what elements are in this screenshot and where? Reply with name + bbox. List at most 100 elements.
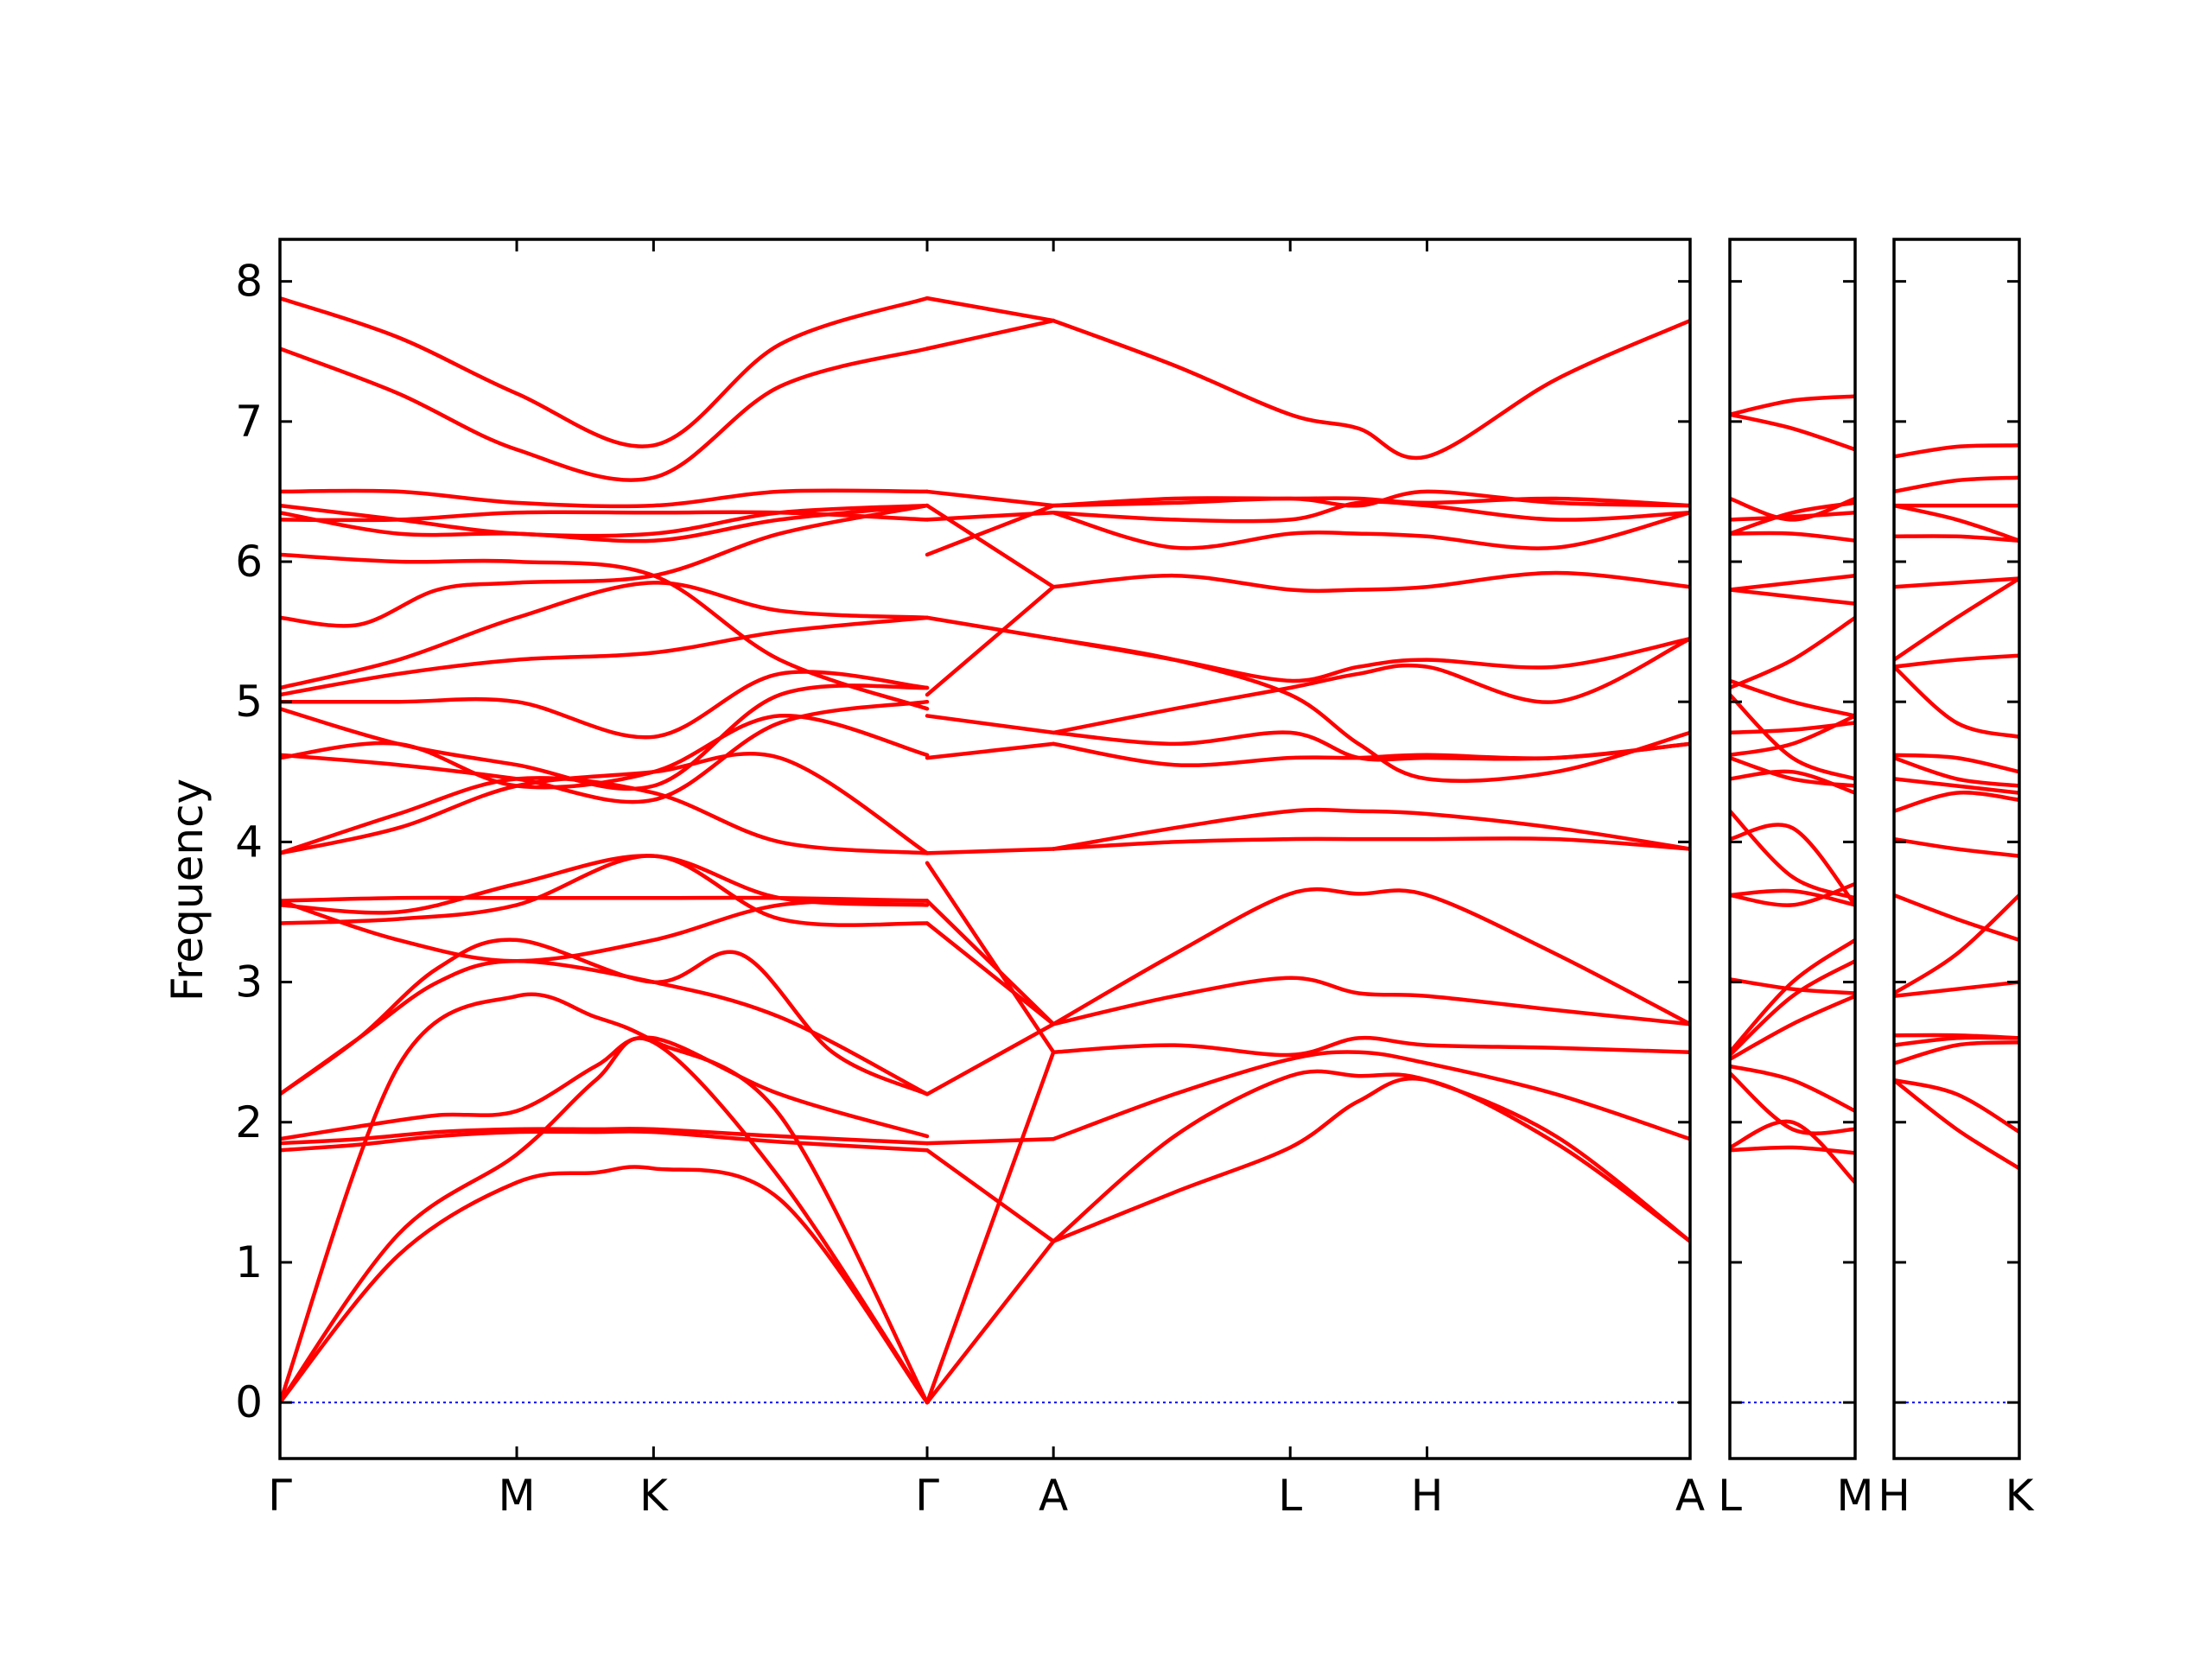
band-line — [1730, 394, 1855, 416]
band-line — [1730, 588, 1855, 606]
y-tick-label: 6 — [235, 537, 263, 587]
y-tick-label: 2 — [235, 1097, 263, 1147]
band-line — [1730, 531, 1855, 543]
band-line — [1051, 887, 1690, 1027]
plot-frame — [1728, 238, 1857, 1460]
x-tick-label: K — [2005, 1471, 2035, 1521]
x-tick-label: L — [1278, 1471, 1302, 1521]
band-line — [925, 503, 1056, 589]
band-line — [1730, 958, 1855, 1058]
band-line — [280, 1036, 930, 1405]
band-line — [1730, 678, 1855, 718]
band-line — [925, 615, 1056, 641]
band-line — [1730, 977, 1855, 995]
band-line — [1051, 1077, 1690, 1243]
band-line — [1051, 1050, 1690, 1141]
band-line — [925, 584, 1056, 697]
band-line — [1894, 791, 2019, 813]
band-line — [280, 992, 930, 1405]
bands — [1894, 443, 2019, 1171]
band-line — [1051, 636, 1690, 683]
band-line — [1894, 755, 2019, 788]
bands — [280, 296, 1690, 1405]
band-line — [1051, 1035, 1690, 1058]
band-line — [1051, 511, 1690, 550]
band-line — [1730, 496, 1855, 522]
band-line — [1730, 888, 1855, 907]
band-line — [280, 1127, 930, 1146]
band-line — [1730, 938, 1855, 1054]
band-line — [1894, 534, 2019, 543]
band-line — [1894, 664, 2019, 740]
band-line — [925, 1239, 1056, 1405]
band-line — [1730, 1071, 1855, 1135]
band-line — [280, 938, 930, 1096]
band-line — [1894, 653, 2019, 669]
band-line — [280, 854, 930, 915]
band-line — [280, 503, 930, 628]
x-tick-label: L — [1718, 1471, 1742, 1521]
band-line — [1730, 573, 1855, 592]
bands — [1730, 394, 1855, 1185]
x-tick-label: A — [1675, 1471, 1705, 1521]
band-line — [925, 714, 1056, 735]
band-line — [1894, 980, 2019, 999]
band-line — [280, 1129, 930, 1153]
band-line — [1730, 769, 1855, 795]
x-tick-label: H — [1411, 1471, 1444, 1521]
band-line — [280, 776, 930, 855]
band-line — [280, 895, 930, 903]
x-tick-label: A — [1039, 1471, 1068, 1521]
band-line — [1730, 615, 1855, 690]
y-tick-label: 7 — [235, 397, 263, 447]
band-line — [280, 1165, 930, 1405]
band-line — [280, 751, 930, 855]
band-line — [1730, 994, 1855, 1062]
band-line — [925, 1021, 1056, 1096]
band-line — [1894, 1077, 2019, 1135]
y-tick-label: 5 — [235, 677, 263, 727]
band-line — [1894, 893, 2019, 943]
band-line — [925, 861, 1056, 1054]
x-tick-label: M — [1836, 1471, 1873, 1521]
x-tick-label: H — [1878, 1471, 1910, 1521]
band-line — [925, 1136, 1056, 1146]
band-line — [1730, 823, 1855, 907]
band-line — [925, 1147, 1056, 1243]
x-tick-label: Γ — [268, 1471, 292, 1521]
band-line — [1894, 893, 2019, 995]
band-line — [1051, 570, 1690, 594]
band-line — [1894, 753, 2019, 774]
band-line — [280, 503, 930, 543]
band-line — [1894, 475, 2019, 494]
band-line — [1051, 499, 1690, 524]
band-line — [1730, 881, 1855, 907]
band-line — [1894, 777, 2019, 795]
band-line — [1051, 318, 1690, 461]
panel-main: 0 1 2 3 4 5 6 7 8 Γ M K Γ A L H A — [235, 238, 1705, 1521]
band-line — [1730, 1145, 1855, 1155]
band-line — [925, 921, 1056, 1027]
band-line — [280, 488, 930, 509]
band-line — [1894, 576, 2019, 589]
band-line — [1730, 714, 1855, 758]
band-line — [925, 847, 1056, 855]
band-line — [925, 1050, 1056, 1405]
band-line — [1051, 976, 1690, 1027]
band-line — [925, 489, 1056, 508]
band-line — [1894, 503, 2019, 543]
y-tick-label: 4 — [235, 817, 263, 867]
band-line — [1730, 755, 1855, 788]
band-line — [1894, 836, 2019, 858]
plot-frame — [278, 238, 1692, 1460]
y-tick-label: 0 — [235, 1377, 263, 1427]
band-line — [280, 296, 930, 448]
x-tick-label: Γ — [915, 1471, 939, 1521]
band-line — [925, 741, 1056, 760]
y-axis-label: Frequency — [162, 779, 213, 1001]
band-line — [280, 503, 930, 538]
band-line — [280, 552, 930, 711]
